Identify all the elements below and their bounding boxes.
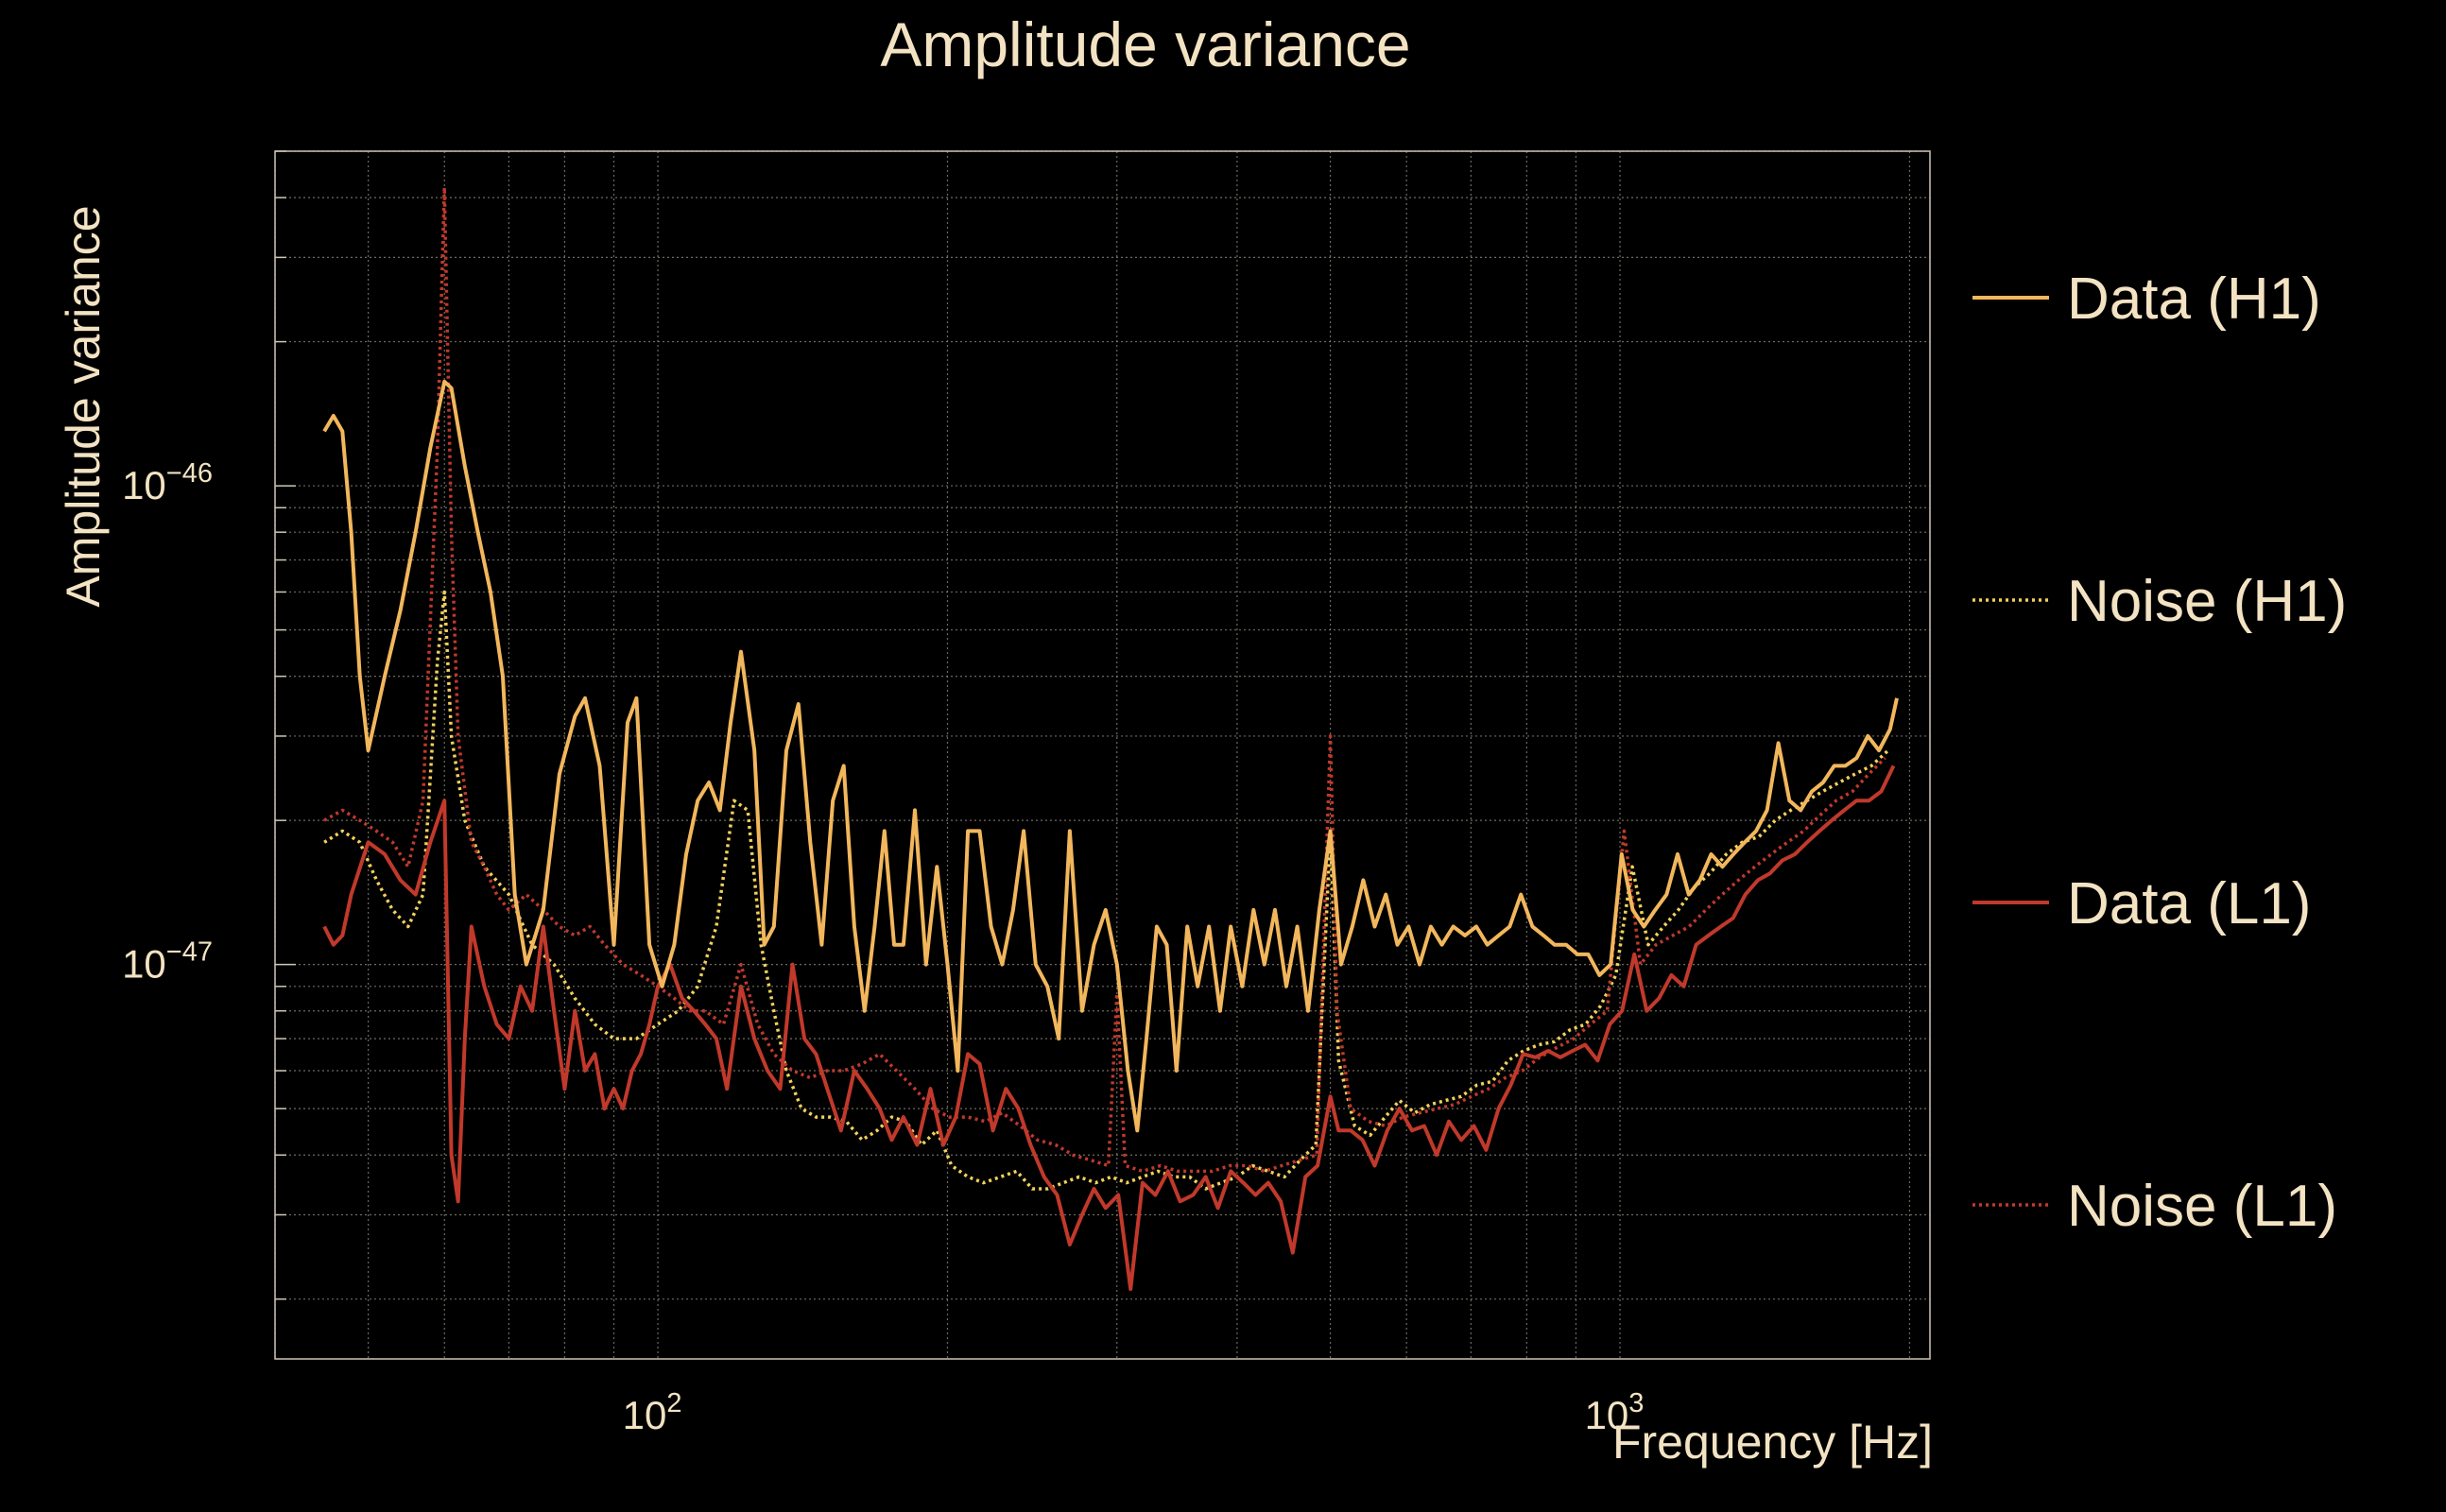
series-line (322, 379, 1899, 1133)
y-tick-label: 10−46 (122, 458, 213, 507)
series-line (322, 765, 1896, 1291)
grid (274, 150, 1930, 1359)
plot-frame (274, 150, 1931, 1360)
legend-label: Noise (L1) (2067, 1174, 2337, 1239)
y-axis-label: Amplitude variance (57, 205, 110, 607)
x-tick-label: 102 (623, 1388, 682, 1437)
legend: Data (H1) Noise (H1) Data (L1) Noise (L1) (1972, 266, 2347, 1239)
series-line (323, 185, 1886, 1174)
legend-label: Data (L1) (2067, 871, 2311, 936)
x-axis-label: Frequency [Hz] (1612, 1416, 1933, 1469)
legend-label: Data (H1) (2067, 266, 2321, 332)
legend-label: Noise (H1) (2067, 569, 2347, 634)
y-tick-label: 10−47 (122, 937, 213, 987)
chart-title: Amplitude variance (880, 9, 1410, 79)
series-lines (322, 185, 1899, 1291)
series-line (323, 590, 1889, 1191)
